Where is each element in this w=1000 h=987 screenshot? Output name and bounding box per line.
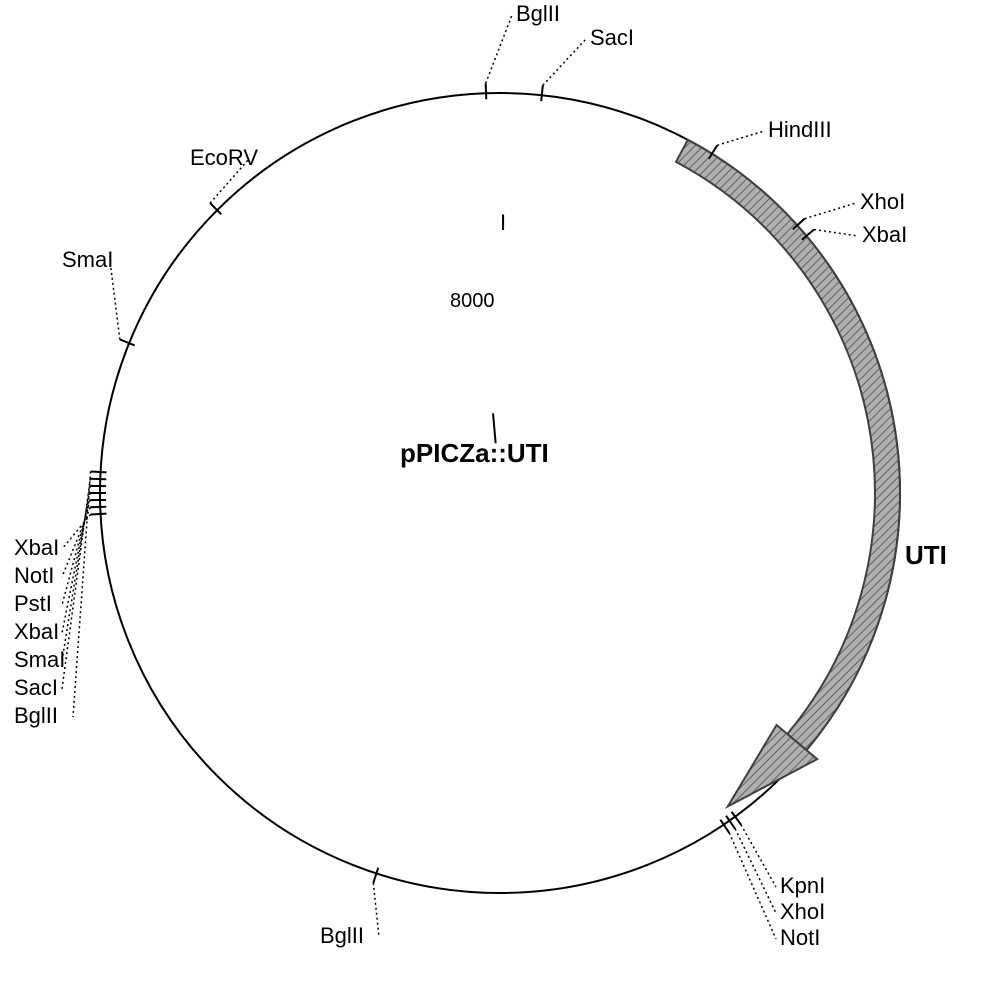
site-connector [735,829,776,913]
site-tick [120,339,135,345]
site-label: SacI [590,25,634,51]
site-label: KpnI [780,873,825,899]
site-label: PstI [14,591,52,617]
site-connector [543,39,586,85]
site-tick [91,514,107,515]
site-label: BglII [14,703,58,729]
gene-name: UTI [905,540,947,571]
plasmid-name: pPICZa::UTI [400,438,549,469]
site-tick [541,85,543,101]
site-label: NotI [14,563,54,589]
site-connector [62,479,90,689]
site-connector [373,883,379,937]
site-label: BglII [320,923,364,949]
site-connector [73,472,91,717]
site-connector [729,833,776,939]
site-label: SmaI [14,647,65,673]
plasmid-svg [0,0,1000,987]
site-connector [814,229,858,236]
site-connector [486,15,512,83]
site-label: NotI [780,925,820,951]
site-tick [373,868,378,883]
site-label: SacI [14,675,58,701]
site-label: EcoRV [190,145,258,171]
site-label: XhoI [780,899,825,925]
site-tick [90,479,106,480]
site-tick [486,83,487,99]
site-label: XbaI [14,619,59,645]
site-connector [741,825,776,887]
site-connector [62,486,90,661]
plasmid-map-container: pPICZa::UTI UTI 8000 I BglIISacIHindIIIX… [0,0,1000,987]
site-label: HindIII [768,117,832,143]
site-tick [91,472,107,473]
site-tick [90,507,106,508]
size-label: 8000 [450,290,495,313]
site-connector [717,131,764,145]
site-label: XhoI [860,189,905,215]
i-label: I [500,210,506,236]
site-label: BglII [516,1,560,27]
site-label: XbaI [14,535,59,561]
site-connector [805,203,856,219]
site-label: SmaI [62,247,113,273]
site-label: XbaI [862,222,907,248]
